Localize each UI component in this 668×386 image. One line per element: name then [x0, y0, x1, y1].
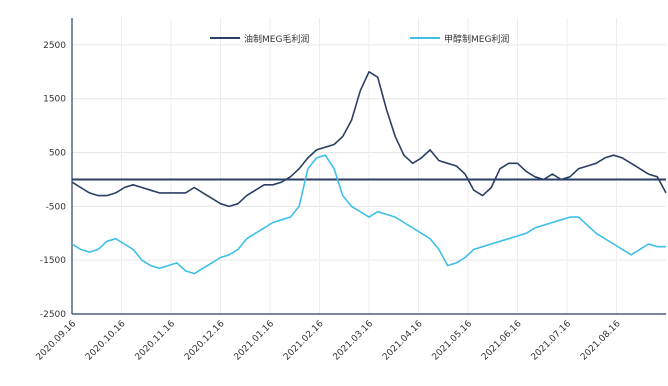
x-tick-label: 2021.06.16 [480, 319, 524, 363]
x-tick-labels: 2020.09.16 2020.10.16 2020.11.16 2020.12.16… [35, 319, 623, 363]
x-tick-label: 2020.11.16 [134, 319, 178, 363]
gridlines [71, 18, 666, 315]
legend: 油制MEG毛利润 甲醇制MEG利润 [210, 33, 509, 45]
y-tick-label: -2500 [40, 310, 66, 320]
x-tick-label: 2021.08.16 [579, 319, 623, 363]
x-tick-label: 2020.12.16 [183, 319, 227, 363]
y-tick-label: -500 [46, 202, 67, 212]
x-tick-label: 2021.03.16 [332, 319, 376, 363]
series-line-1 [71, 71, 667, 208]
x-tick-label: 2021.01.16 [233, 319, 277, 363]
series-line-2 [71, 154, 666, 275]
axes [71, 18, 666, 315]
y-tick-label: 2500 [43, 41, 66, 51]
x-tick-label: 2021.04.16 [381, 319, 425, 363]
x-tick-label: 2020.09.16 [35, 319, 79, 363]
legend-label: 甲醇制MEG利润 [444, 33, 509, 45]
series-lines [71, 71, 667, 275]
y-tick-label: -1500 [40, 256, 66, 266]
x-tick-label: 2021.02.16 [282, 319, 326, 363]
y-tick-label: 500 [49, 149, 66, 159]
x-tick-label: 2021.05.16 [431, 319, 475, 363]
legend-label: 油制MEG毛利润 [244, 33, 309, 45]
y-tick-labels: -2500 -1500 -500 500 1500 2500 [40, 41, 66, 320]
x-tick-label: 2021.07.16 [530, 319, 574, 363]
y-tick-label: 1500 [43, 95, 66, 105]
x-tick-label: 2020.10.16 [84, 319, 128, 363]
